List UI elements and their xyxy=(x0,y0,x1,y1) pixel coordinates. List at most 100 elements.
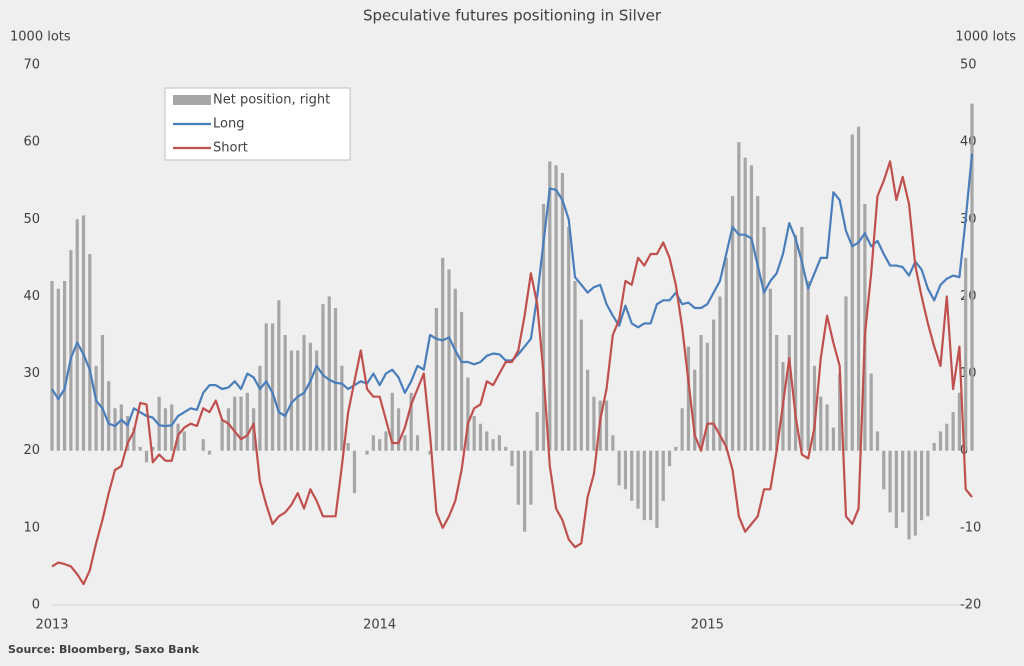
bar xyxy=(951,412,955,451)
bar xyxy=(793,234,798,451)
bar xyxy=(510,450,514,467)
bar xyxy=(277,300,281,451)
bar xyxy=(888,450,892,513)
bar xyxy=(75,219,79,451)
bar xyxy=(535,412,539,451)
bar xyxy=(396,408,401,451)
bar xyxy=(81,215,86,451)
bar xyxy=(226,408,231,451)
bar xyxy=(485,431,489,451)
bar xyxy=(604,400,609,451)
bar xyxy=(901,450,905,513)
bar xyxy=(964,257,968,451)
bar xyxy=(586,369,590,451)
bar xyxy=(560,173,565,451)
bar xyxy=(699,335,703,451)
y2-tick-label: 20 xyxy=(960,289,977,304)
bar xyxy=(163,408,168,451)
bar xyxy=(737,142,741,451)
y-tick-label: 30 xyxy=(23,366,40,381)
bar xyxy=(447,269,451,451)
bar xyxy=(88,254,92,451)
bar xyxy=(919,450,924,521)
bar xyxy=(428,450,432,455)
bar xyxy=(838,373,842,451)
bar xyxy=(63,281,67,451)
bar xyxy=(69,250,73,451)
bar xyxy=(686,346,691,451)
bar xyxy=(680,408,684,451)
bar xyxy=(384,431,388,451)
bar xyxy=(812,365,817,451)
bar xyxy=(56,288,60,451)
bar xyxy=(403,435,407,451)
bar xyxy=(541,203,546,451)
bar xyxy=(100,335,105,451)
legend-label: Net position, right xyxy=(213,93,330,108)
y2-axis-label: 1000 lots xyxy=(955,30,1016,45)
bar xyxy=(333,308,338,451)
x-tick-label: 2013 xyxy=(35,618,68,633)
bar xyxy=(245,392,249,451)
bar xyxy=(472,416,476,451)
bar xyxy=(113,408,117,451)
bar xyxy=(573,281,577,451)
bar xyxy=(667,450,672,467)
bar xyxy=(516,450,520,505)
bar xyxy=(806,281,810,451)
bar xyxy=(346,443,350,451)
y2-tick-label: 40 xyxy=(960,135,977,150)
bar xyxy=(756,196,760,451)
bar xyxy=(296,350,300,451)
bar xyxy=(497,435,501,451)
x-tick-label: 2015 xyxy=(691,618,724,633)
bar xyxy=(705,342,709,451)
bar xyxy=(787,335,791,451)
bar xyxy=(819,396,823,451)
bar xyxy=(630,450,634,501)
bar xyxy=(352,450,357,494)
bar xyxy=(270,323,275,451)
bar xyxy=(207,450,212,455)
bar xyxy=(592,396,596,451)
bar xyxy=(800,227,804,451)
bar xyxy=(932,443,936,451)
bar xyxy=(844,296,848,451)
bar xyxy=(321,304,325,451)
bar xyxy=(434,308,438,451)
bar xyxy=(768,288,772,451)
bar xyxy=(567,227,571,451)
bar xyxy=(623,450,628,490)
bar xyxy=(258,365,262,451)
bar xyxy=(409,392,413,451)
bar xyxy=(289,350,294,451)
bar xyxy=(611,435,615,451)
line xyxy=(51,160,973,586)
y-tick-label: 20 xyxy=(23,443,40,458)
bar xyxy=(132,427,136,451)
bar xyxy=(478,423,483,451)
bar xyxy=(655,450,659,528)
bar xyxy=(201,439,205,451)
bar xyxy=(856,126,861,451)
bar xyxy=(712,319,716,451)
bar xyxy=(523,450,527,532)
bar xyxy=(579,319,583,451)
bar xyxy=(730,196,735,451)
bar xyxy=(938,431,943,451)
bar xyxy=(144,450,149,463)
bar xyxy=(340,365,344,451)
bar xyxy=(233,396,237,451)
bar xyxy=(926,450,930,517)
bar xyxy=(182,431,186,451)
bar xyxy=(649,450,653,521)
bar xyxy=(220,419,224,451)
bar xyxy=(762,227,766,451)
bar xyxy=(636,450,640,509)
bar xyxy=(308,342,312,451)
bar xyxy=(459,311,464,451)
bar xyxy=(239,396,243,451)
bar xyxy=(913,450,917,536)
